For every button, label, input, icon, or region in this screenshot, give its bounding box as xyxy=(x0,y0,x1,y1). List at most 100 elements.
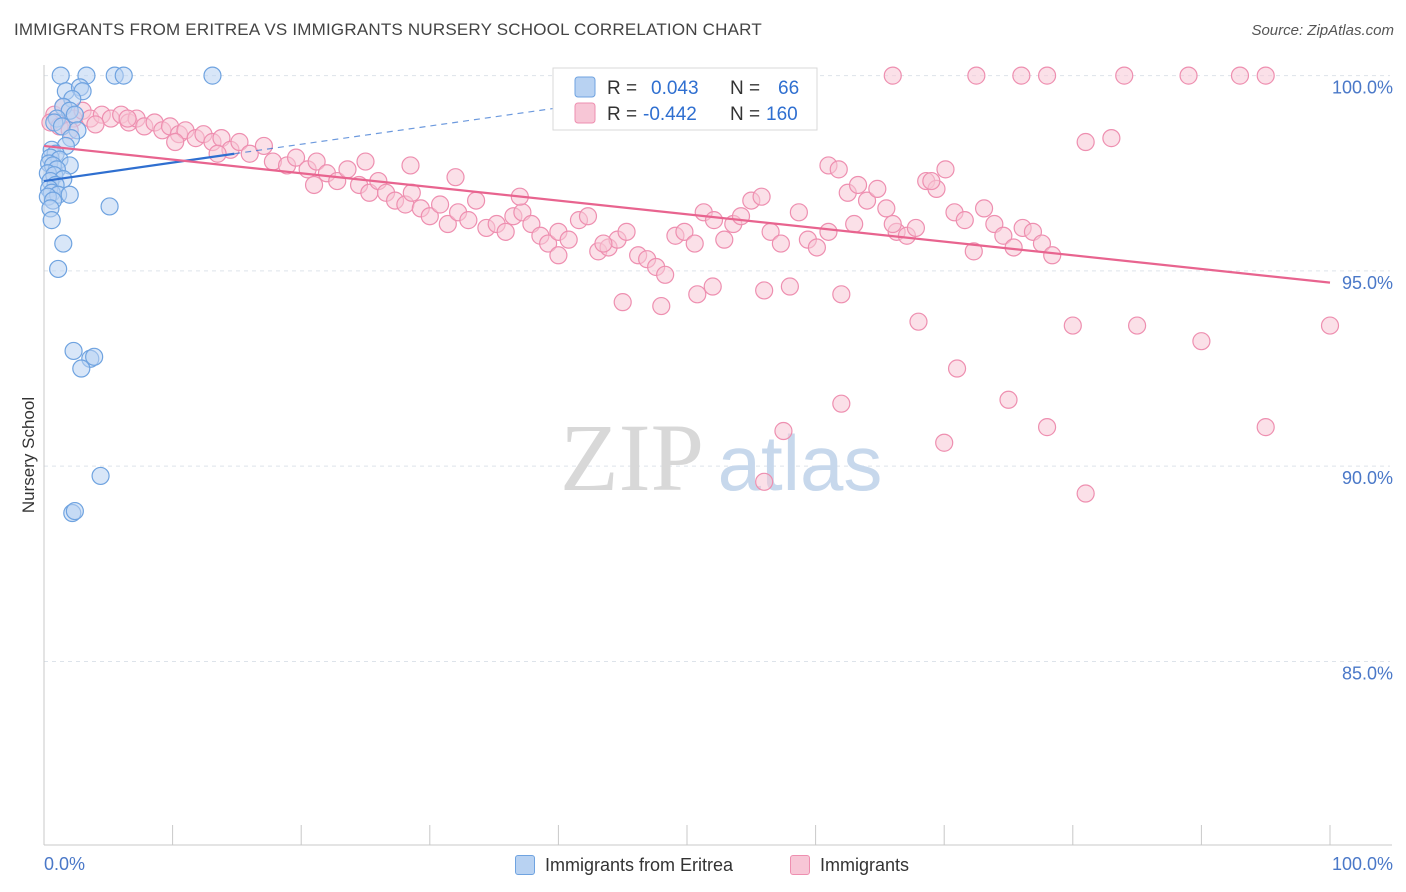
immigrants-point xyxy=(704,211,724,230)
immigrants-point xyxy=(1179,66,1198,85)
watermark-zip: ZIP xyxy=(560,404,704,511)
eritrea-trend-extension xyxy=(234,106,565,155)
immigrants-point xyxy=(1115,66,1134,85)
immigrants-point xyxy=(1256,66,1275,85)
immigrants-point xyxy=(338,160,357,179)
immigrants-point xyxy=(883,66,902,85)
legend-swatch-pink xyxy=(790,855,810,875)
immigrants-point xyxy=(466,191,486,210)
immigrants-point xyxy=(402,183,421,202)
immigrants-point xyxy=(675,222,694,241)
immigrants-point xyxy=(401,156,420,175)
legend-n-label-2: N = xyxy=(730,104,760,125)
eritrea-point xyxy=(60,185,79,204)
source-label: Source: ZipAtlas.com xyxy=(1251,22,1394,39)
eritrea-trend-line xyxy=(43,152,235,183)
y-tick-labels: 100.0% 95.0% 90.0% 85.0% xyxy=(1332,78,1393,684)
y-tick-label: 100.0% xyxy=(1332,78,1393,98)
immigrants-point xyxy=(935,433,954,452)
immigrants-point xyxy=(304,175,324,195)
immigrants-point xyxy=(1230,66,1250,85)
y-tick-label: 90.0% xyxy=(1342,468,1393,488)
immigrants-point xyxy=(715,230,734,249)
immigrants-point xyxy=(771,234,790,253)
immigrants-point xyxy=(1320,316,1340,335)
axes xyxy=(43,65,1392,846)
immigrants-point xyxy=(752,187,771,206)
immigrants-point xyxy=(780,277,799,296)
legend-swatch-blue xyxy=(515,855,535,875)
stats-legend: R = 0.043 N = 66 R = -0.442 N = 160 xyxy=(552,67,818,131)
immigrants-point xyxy=(877,199,896,218)
immigrants-point xyxy=(549,246,568,265)
immigrants-point xyxy=(1076,484,1095,503)
immigrants-point xyxy=(789,203,808,222)
immigrants-point xyxy=(617,222,636,241)
trend-lines xyxy=(43,106,1331,284)
immigrants-point xyxy=(539,234,558,253)
immigrants-point xyxy=(1043,246,1062,265)
immigrants-point xyxy=(857,191,877,210)
eritrea-point xyxy=(85,347,104,366)
immigrants-point xyxy=(496,222,515,241)
immigrants-point xyxy=(307,152,326,171)
immigrants-point xyxy=(936,160,955,179)
immigrants-point xyxy=(832,394,851,413)
y-axis-label: Nursery School xyxy=(19,397,38,513)
watermark-atlas: atlas xyxy=(718,419,883,507)
eritrea-point xyxy=(203,66,222,85)
immigrants-point xyxy=(1012,66,1031,85)
immigrants-point xyxy=(356,152,375,171)
immigrants-point xyxy=(845,214,864,234)
eritrea-point xyxy=(114,66,133,85)
y-tick-label: 95.0% xyxy=(1342,273,1393,293)
legend-swatch-eritrea xyxy=(574,76,596,98)
immigrants-point xyxy=(703,277,722,296)
immigrants-point xyxy=(685,234,704,253)
immigrants-point xyxy=(731,207,751,226)
eritrea-point xyxy=(91,466,110,486)
legend-label-eritrea: Immigrants from Eritrea xyxy=(545,854,734,875)
immigrants-point xyxy=(807,238,826,257)
immigrants-point xyxy=(286,148,306,167)
immigrants-point xyxy=(947,359,967,378)
immigrants-point xyxy=(254,136,274,156)
legend-swatch-immigrants xyxy=(574,102,596,124)
immigrants-point xyxy=(240,144,259,163)
immigrants-point xyxy=(999,390,1018,409)
immigrants-point xyxy=(1037,66,1057,85)
legend-item-immigrants: Immigrants xyxy=(790,852,909,878)
immigrants-trend-line xyxy=(43,144,1331,284)
immigrants-point xyxy=(230,132,249,152)
immigrants-point xyxy=(755,472,774,491)
eritrea-point xyxy=(54,234,73,253)
immigrants-point xyxy=(430,195,450,214)
immigrants-point xyxy=(955,211,974,230)
immigrants-point xyxy=(1256,418,1275,437)
immigrants-point xyxy=(166,132,185,152)
immigrants-point xyxy=(755,281,774,300)
immigrants-point xyxy=(1102,129,1121,148)
legend-item-eritrea: Immigrants from Eritrea xyxy=(515,852,733,878)
immigrants-point xyxy=(829,160,848,179)
data-points xyxy=(38,66,1340,523)
immigrants-point xyxy=(652,296,671,316)
immigrants-point xyxy=(578,207,598,226)
immigrants-point xyxy=(1037,418,1057,437)
legend-r-label-1: R = xyxy=(607,78,637,99)
x-tick-label-max: 100.0% xyxy=(1332,854,1393,874)
eritrea-point xyxy=(42,211,61,230)
legend-n-value-2: 160 xyxy=(766,104,798,125)
immigrants-point xyxy=(656,265,675,284)
eritrea-point xyxy=(65,501,84,521)
eritrea-point xyxy=(72,359,91,378)
immigrants-point xyxy=(118,109,137,128)
immigrants-point xyxy=(438,214,457,234)
immigrants-point xyxy=(848,175,868,195)
immigrants-point xyxy=(459,211,478,230)
immigrants-point xyxy=(688,285,707,304)
immigrants-point xyxy=(964,242,983,261)
legend-r-value-1: 0.043 xyxy=(651,78,699,99)
immigrants-point xyxy=(1076,132,1095,152)
